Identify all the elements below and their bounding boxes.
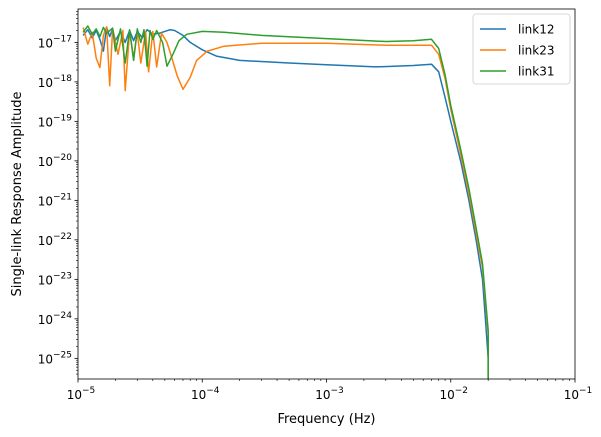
x-tick-label-exponent: −2 <box>455 386 468 396</box>
series-line-link31 <box>82 25 489 379</box>
y-tick-label-exponent: −24 <box>53 311 72 321</box>
series-layer <box>82 25 489 379</box>
y-tick-label: 10−17 <box>38 34 72 50</box>
y-axis-label: Single-link Response Amplitude <box>10 92 25 297</box>
y-tick-label-base: 10 <box>38 313 53 327</box>
y-tick-label: 10−19 <box>38 113 73 129</box>
y-tick-label: 10−18 <box>38 74 73 90</box>
plot-frame <box>77 8 576 380</box>
y-tick-label-base: 10 <box>38 155 53 169</box>
x-tick-label: 10−1 <box>564 386 593 402</box>
y-tick-label: 10−23 <box>38 271 72 287</box>
legend: link12 link23 link31 <box>472 13 571 85</box>
y-tick-label-exponent: −23 <box>53 271 72 281</box>
y-tick-label-exponent: −20 <box>53 153 72 163</box>
x-tick-label-base: 10 <box>67 388 82 402</box>
legend-box <box>472 13 571 85</box>
y-tick-label-base: 10 <box>38 115 53 129</box>
x-tick-label-exponent: −1 <box>579 386 592 396</box>
y-tick-label: 10−24 <box>38 311 73 327</box>
y-tick-label-exponent: −22 <box>53 232 72 242</box>
y-tick-label-exponent: −17 <box>53 34 72 44</box>
x-tick-label-exponent: −5 <box>82 386 95 396</box>
x-tick-label-base: 10 <box>191 388 206 402</box>
x-tick-label-exponent: −3 <box>331 386 344 396</box>
y-tick-label-base: 10 <box>38 273 53 287</box>
y-tick-label-exponent: −19 <box>53 113 72 123</box>
y-tick-label-exponent: −21 <box>53 192 72 202</box>
x-axis-label: Frequency (Hz) <box>277 412 375 427</box>
y-tick-label-exponent: −25 <box>53 350 72 360</box>
y-tick-label: 10−25 <box>38 350 72 366</box>
x-tick-label-base: 10 <box>315 388 330 402</box>
series-line-link12 <box>82 26 489 379</box>
legend-label: link23 <box>518 44 555 58</box>
x-tick-label: 10−2 <box>439 386 468 402</box>
y-tick-label-base: 10 <box>38 36 53 50</box>
x-tick-label-base: 10 <box>439 388 454 402</box>
y-tick-label: 10−20 <box>38 153 73 169</box>
y-tick-label-exponent: −18 <box>53 74 72 84</box>
y-tick-label: 10−21 <box>38 192 72 208</box>
x-tick-label: 10−5 <box>67 386 96 402</box>
y-tick-label-base: 10 <box>38 234 53 248</box>
y-tick-label: 10−22 <box>38 232 72 248</box>
legend-label: link31 <box>518 65 555 79</box>
x-tick-label-base: 10 <box>564 388 579 402</box>
y-tick-label-base: 10 <box>38 76 53 90</box>
y-tick-label-base: 10 <box>38 352 53 366</box>
y-tick-label-base: 10 <box>38 194 53 208</box>
x-tick-label: 10−3 <box>315 386 344 402</box>
legend-label: link12 <box>518 23 555 37</box>
x-tick-label-exponent: −4 <box>206 386 220 396</box>
x-tick-label: 10−4 <box>191 386 220 402</box>
